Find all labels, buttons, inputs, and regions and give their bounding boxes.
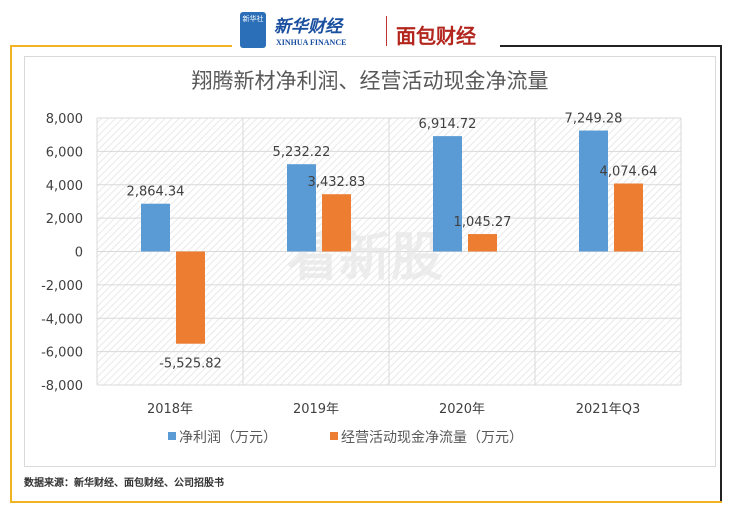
bar bbox=[287, 164, 316, 252]
x-tick-label: 2020年 bbox=[439, 402, 485, 417]
mianbao-logo: 面包财经 bbox=[396, 24, 476, 48]
bar bbox=[468, 234, 497, 252]
bar bbox=[579, 130, 608, 252]
frame-top-right bbox=[500, 45, 722, 47]
y-tick-label: 0 bbox=[75, 246, 83, 261]
bar bbox=[433, 136, 462, 252]
x-tick-label: 2021年Q3 bbox=[576, 402, 641, 417]
xinhua-finance-logo-en: XINHUA FINANCE bbox=[276, 38, 347, 47]
bar bbox=[614, 183, 643, 252]
x-tick-label: 2019年 bbox=[293, 402, 339, 417]
xinhua-finance-logo: 新华财经 bbox=[274, 17, 342, 37]
y-tick-label: 2,000 bbox=[46, 212, 83, 227]
bar bbox=[322, 194, 351, 252]
legend-swatch bbox=[168, 432, 176, 440]
data-source: 数据来源：新华财经、面包财经、公司招股书 bbox=[24, 478, 224, 489]
xinhua-logo: 新华社 bbox=[240, 12, 266, 48]
frame-top-left bbox=[10, 45, 232, 47]
legend-label: 经营活动现金净流量（万元） bbox=[341, 430, 523, 446]
y-tick-label: -2,000 bbox=[41, 279, 83, 294]
bar bbox=[141, 203, 170, 252]
y-tick-label: -4,000 bbox=[41, 312, 83, 327]
logo-divider bbox=[386, 16, 387, 46]
y-tick-label: 8,000 bbox=[46, 112, 83, 127]
y-tick-label: -6,000 bbox=[41, 346, 83, 361]
y-tick-label: 4,000 bbox=[46, 179, 83, 194]
legend-swatch bbox=[330, 432, 338, 440]
data-label: 2,864.34 bbox=[127, 185, 185, 200]
y-tick-label: 6,000 bbox=[46, 145, 83, 160]
xinhua-logo-text: 新华社 bbox=[242, 15, 264, 23]
frame bbox=[10, 45, 722, 503]
chart-title: 翔腾新材净利润、经营活动现金净流量 bbox=[191, 69, 549, 93]
data-label: 1,045.27 bbox=[454, 215, 512, 230]
data-label: 7,249.28 bbox=[565, 112, 623, 127]
logo-banner: 新华社 新华财经 XINHUA FINANCE 面包财经 bbox=[236, 10, 498, 52]
data-label: 3,432.83 bbox=[308, 175, 366, 190]
bar bbox=[176, 251, 205, 344]
data-label: -5,525.82 bbox=[159, 357, 222, 372]
x-tick-label: 2018年 bbox=[147, 402, 193, 417]
y-tick-label: -8,000 bbox=[41, 379, 83, 394]
data-label: 5,232.22 bbox=[273, 145, 331, 160]
legend-label: 净利润（万元） bbox=[179, 430, 277, 446]
data-label: 4,074.64 bbox=[600, 165, 658, 180]
frame-right bbox=[720, 45, 722, 501]
data-label: 6,914.72 bbox=[419, 117, 477, 132]
